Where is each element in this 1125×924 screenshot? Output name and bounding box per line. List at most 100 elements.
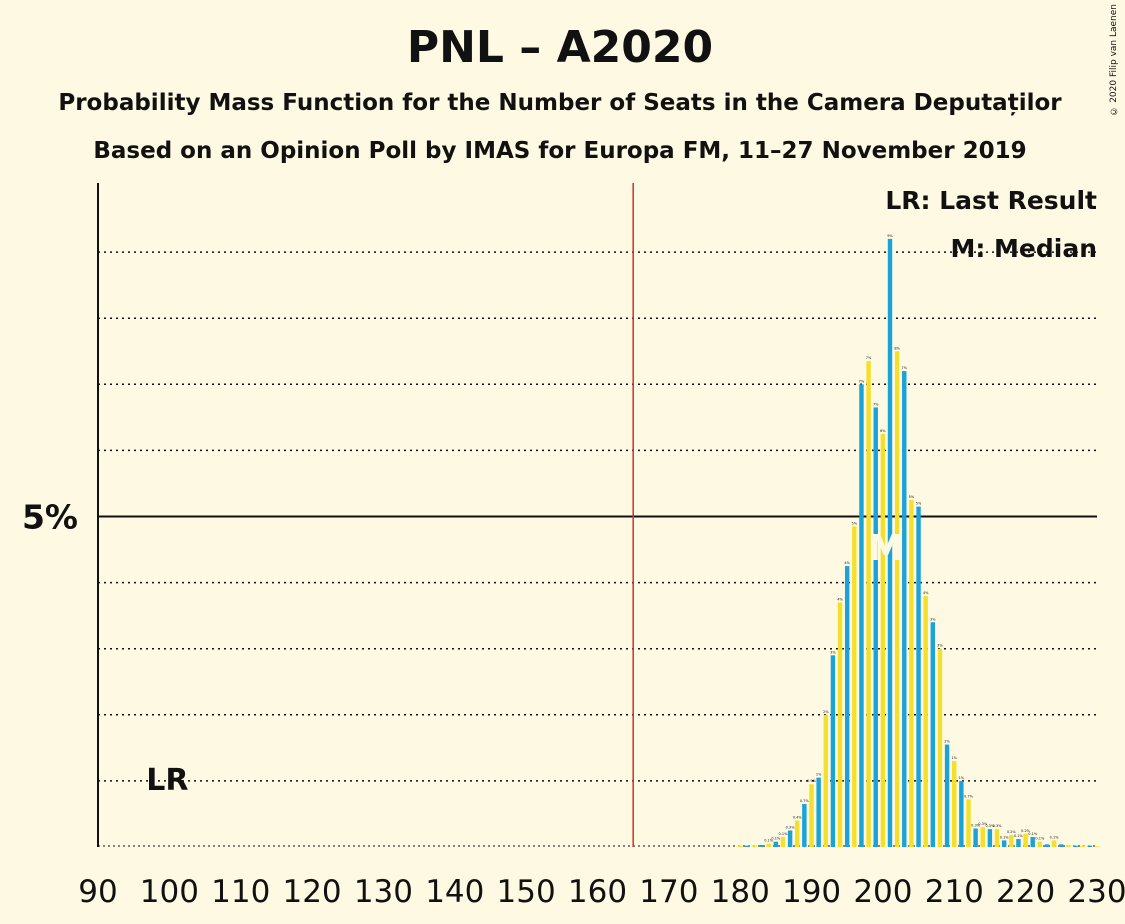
bar-194 (837, 602, 843, 847)
bar-label-209: 2% (944, 740, 950, 744)
bar-label-216: 0.3% (993, 824, 1003, 828)
x-tick-label-190: 190 (782, 874, 841, 910)
bar-label-207: 3% (930, 617, 936, 621)
bar-181 (745, 845, 750, 847)
grid-lines (98, 251, 1097, 847)
bar-203 (902, 371, 907, 847)
bar-label-197: 7% (859, 379, 865, 383)
chart-subtitle: Probability Mass Function for the Number… (58, 90, 1062, 116)
bar-206 (923, 595, 928, 847)
bar-199 (873, 407, 878, 847)
median-marker: M (868, 528, 904, 569)
bar-217 (1001, 840, 1007, 847)
bar-226 (1066, 845, 1071, 847)
bar-series: 0.1%0.1%0.1%0.3%0.4%0.7%0.9%1%2%3%4%4%5%… (737, 234, 1100, 847)
bar-label-196: 5% (852, 521, 858, 525)
bar-label-203: 7% (901, 366, 907, 370)
bar-label-189: 0.7% (800, 799, 810, 803)
bar-label-190: 0.9% (807, 779, 817, 783)
bar-192 (823, 714, 828, 847)
bar-label-202: 8% (894, 346, 900, 350)
bar-label-224: 0.1% (1050, 835, 1060, 839)
bar-label-213: 0.3% (971, 823, 981, 827)
x-tick-label-140: 140 (425, 874, 484, 910)
x-tick-label-210: 210 (925, 874, 984, 910)
bar-202 (894, 351, 900, 847)
bar-215 (987, 829, 993, 847)
x-tick-label-170: 170 (639, 874, 698, 910)
bar-label-192: 2% (823, 710, 829, 714)
bar-223 (1044, 844, 1050, 847)
bar-label-205: 5% (916, 502, 922, 506)
bar-label-206: 4% (923, 591, 929, 595)
bar-label-210: 1% (951, 756, 957, 760)
bar-218 (1009, 835, 1014, 847)
bar-label-200: 6% (880, 429, 886, 433)
bar-183 (759, 845, 764, 847)
bar-193 (830, 655, 836, 847)
bar-189 (802, 804, 807, 847)
bar-216 (994, 829, 1000, 847)
x-tick-label-150: 150 (497, 874, 556, 910)
bar-label-217: 0.1% (1000, 835, 1010, 839)
bar-210 (952, 761, 957, 847)
bar-227 (1073, 845, 1078, 847)
bar-label-204: 5% (909, 495, 915, 499)
x-tick-label-110: 110 (211, 874, 270, 910)
bar-190 (809, 784, 814, 847)
bar-191 (816, 777, 821, 847)
x-tick-label-180: 180 (711, 874, 770, 910)
axes: 5% 90 100 110 120 130 140 150 160 170 180 190 200 210… (22, 183, 1125, 910)
bar-label-193: 3% (830, 650, 836, 654)
x-tick-label-90: 90 (78, 874, 117, 910)
bar-label-212: 0.7% (964, 794, 974, 798)
bar-209 (944, 744, 950, 847)
bar-213 (973, 828, 978, 847)
bar-205 (916, 506, 921, 847)
chart-title: PNL – A2020 (406, 22, 714, 73)
x-tick-label-160: 160 (568, 874, 627, 910)
x-tick-label-230: 230 (1067, 874, 1125, 910)
bar-label-222: 0.1% (1035, 837, 1045, 841)
bar-219 (1016, 839, 1021, 847)
bar-label-194: 4% (837, 597, 843, 601)
x-tick-label-200: 200 (853, 874, 912, 910)
bar-230 (1094, 846, 1100, 847)
bar-204 (909, 499, 914, 847)
bar-label-185: 0.1% (771, 837, 781, 841)
bar-label-214: 0.3% (978, 822, 988, 826)
bar-label-186: 0.1% (779, 832, 789, 836)
x-tick-label-120: 120 (282, 874, 341, 910)
bar-label-198: 7% (866, 356, 872, 360)
annotations: LR M LR: Last Result M: Median (146, 183, 1097, 847)
bar-label-211: 1% (959, 776, 965, 780)
bar-label-220: 0.2% (1021, 829, 1031, 833)
bar-186 (780, 837, 786, 847)
x-tick-label-100: 100 (140, 874, 199, 910)
bar-229 (1087, 845, 1093, 847)
bar-222 (1037, 841, 1043, 847)
legend-entry: LR: Last Result (885, 186, 1097, 215)
bar-197 (859, 384, 864, 847)
bar-label-184: 0.1% (764, 839, 774, 843)
bar-212 (966, 799, 971, 847)
bar-224 (1051, 840, 1057, 847)
chart-subtitle-poll: Based on an Opinion Poll by IMAS for Eur… (93, 138, 1027, 164)
bar-label-187: 0.3% (786, 825, 796, 829)
bar-187 (787, 830, 793, 847)
bar-label-195: 4% (844, 561, 850, 565)
bar-label-188: 0.4% (793, 816, 803, 820)
bar-201 (887, 238, 893, 847)
bar-label-199: 7% (873, 402, 879, 406)
legend-entry: M: Median (950, 234, 1097, 263)
x-tick-label-130: 130 (354, 874, 413, 910)
last-result-label: LR (146, 763, 188, 798)
bar-208 (937, 648, 943, 847)
bar-184 (766, 843, 771, 847)
x-tick-label-220: 220 (996, 874, 1055, 910)
bar-label-191: 1% (816, 773, 822, 777)
bar-196 (852, 526, 857, 847)
bar-label-208: 3% (937, 644, 943, 648)
bar-182 (752, 845, 757, 847)
